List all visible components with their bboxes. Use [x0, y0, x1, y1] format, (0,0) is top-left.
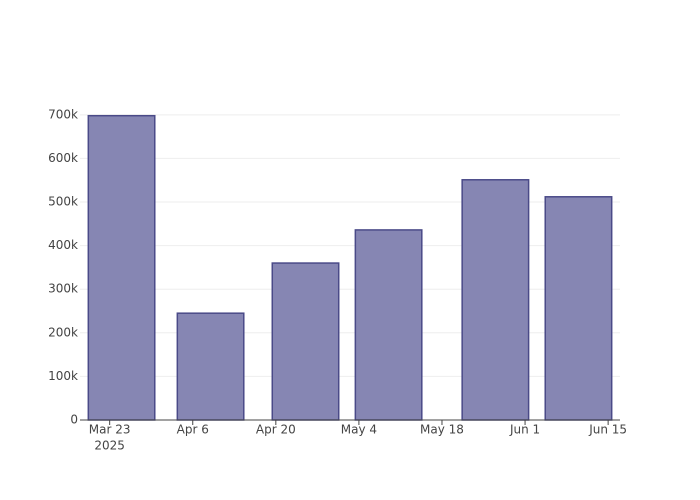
y-tick-label: 500k: [48, 195, 78, 209]
x-tick-label: Apr 6: [177, 423, 209, 437]
x-tick-label: Jun 15: [588, 423, 627, 437]
y-tick-label: 0: [70, 413, 78, 427]
y-tick-label: 100k: [48, 369, 78, 383]
bar: [461, 179, 530, 421]
bar: [544, 196, 613, 421]
x-tick-label: May 18: [420, 423, 464, 437]
bar: [354, 229, 423, 421]
x-year-label: 2025: [94, 439, 125, 453]
y-tick-label: 700k: [48, 107, 78, 121]
y-tick-label: 300k: [48, 282, 78, 296]
y-tick-label: 600k: [48, 151, 78, 165]
x-tick-label: Apr 20: [256, 423, 296, 437]
bar: [176, 312, 245, 421]
y-tick-label: 400k: [48, 238, 78, 252]
y-tick-label: 200k: [48, 325, 78, 339]
bar: [271, 262, 340, 421]
x-tick-label: Mar 23: [89, 423, 131, 437]
bar: [87, 114, 156, 421]
x-tick-label: Jun 1: [509, 423, 540, 437]
x-tick-label: May 4: [341, 423, 377, 437]
